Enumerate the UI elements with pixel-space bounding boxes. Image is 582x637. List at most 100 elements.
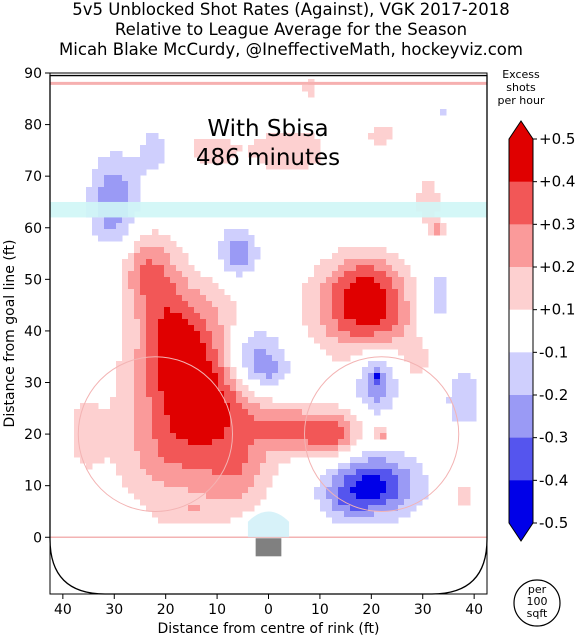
heat-cell bbox=[158, 343, 165, 350]
heat-cell bbox=[188, 391, 195, 398]
heat-cell bbox=[176, 475, 183, 482]
heat-cell bbox=[182, 421, 189, 428]
heat-cell bbox=[236, 499, 243, 506]
heat-cell bbox=[230, 265, 237, 272]
heat-cell bbox=[164, 469, 171, 476]
heat-cell bbox=[140, 445, 147, 452]
heat-cell bbox=[146, 271, 153, 278]
heat-cell bbox=[200, 373, 207, 380]
heat-cell bbox=[314, 295, 321, 302]
heat-cell bbox=[200, 301, 207, 308]
heat-cell bbox=[404, 343, 411, 350]
heat-cell bbox=[224, 379, 231, 386]
heat-cell bbox=[140, 313, 147, 320]
x-tick-label: 10 bbox=[208, 602, 226, 618]
heat-cell bbox=[362, 259, 369, 266]
heat-cell bbox=[272, 151, 279, 158]
heat-cell bbox=[236, 385, 243, 392]
heat-cell bbox=[320, 445, 327, 452]
heat-cell bbox=[218, 415, 225, 422]
heat-cell bbox=[200, 409, 207, 416]
heat-cell bbox=[158, 289, 165, 296]
heat-cell bbox=[212, 337, 219, 344]
heat-cell bbox=[92, 403, 99, 410]
heat-cell bbox=[368, 295, 375, 302]
heat-cell bbox=[344, 265, 351, 272]
heat-cell bbox=[152, 325, 159, 332]
heat-cell bbox=[398, 331, 405, 338]
heat-cell bbox=[128, 289, 135, 296]
heat-cell bbox=[458, 493, 465, 500]
heat-cell bbox=[158, 427, 165, 434]
heat-cell bbox=[332, 289, 339, 296]
heat-cell bbox=[386, 289, 393, 296]
heat-cell bbox=[170, 337, 177, 344]
heat-cell bbox=[356, 493, 363, 500]
heat-cell bbox=[176, 379, 183, 386]
heat-cell bbox=[338, 421, 345, 428]
heat-cell bbox=[194, 367, 201, 374]
heat-cell bbox=[164, 379, 171, 386]
heat-cell bbox=[380, 499, 387, 506]
heat-cell bbox=[356, 511, 363, 518]
heat-cell bbox=[398, 307, 405, 314]
heat-cell bbox=[416, 193, 423, 200]
heat-cell bbox=[182, 511, 189, 518]
heat-cell bbox=[242, 499, 249, 506]
heat-cell bbox=[260, 463, 267, 470]
heat-cell bbox=[188, 331, 195, 338]
heat-cell bbox=[236, 247, 243, 254]
heat-cell bbox=[404, 499, 411, 506]
heat-cell bbox=[416, 493, 423, 500]
heat-cell bbox=[224, 265, 231, 272]
heat-cell bbox=[320, 283, 327, 290]
x-tick-label: 40 bbox=[54, 602, 72, 618]
heat-cell bbox=[368, 475, 375, 482]
heat-cell bbox=[242, 493, 249, 500]
heat-cell bbox=[134, 157, 141, 164]
heat-cell bbox=[254, 253, 261, 260]
heat-cell bbox=[332, 283, 339, 290]
x-tick-label: 20 bbox=[362, 602, 380, 618]
heat-cell bbox=[272, 451, 279, 458]
heat-cell bbox=[248, 499, 255, 506]
heat-cell bbox=[338, 343, 345, 350]
heat-cell bbox=[362, 331, 369, 338]
heat-cell bbox=[230, 145, 237, 152]
heat-cell bbox=[332, 259, 339, 266]
heat-cell bbox=[272, 337, 279, 344]
heat-cell bbox=[350, 439, 357, 446]
heat-cell bbox=[266, 343, 273, 350]
heat-cell bbox=[350, 325, 357, 332]
heat-cell bbox=[248, 439, 255, 446]
heat-cell bbox=[368, 133, 375, 140]
heat-cell bbox=[128, 391, 135, 398]
heat-cell bbox=[80, 427, 87, 434]
heat-cell bbox=[206, 445, 213, 452]
heat-cell bbox=[314, 409, 321, 416]
heat-cell bbox=[212, 373, 219, 380]
heat-cell bbox=[302, 403, 309, 410]
heat-cell bbox=[338, 445, 345, 452]
heat-cell bbox=[386, 397, 393, 404]
heat-cell bbox=[320, 343, 327, 350]
heat-cell bbox=[134, 319, 141, 326]
heat-cell bbox=[128, 217, 135, 224]
heat-cell bbox=[140, 421, 147, 428]
heat-cell bbox=[326, 433, 333, 440]
heat-cell bbox=[392, 385, 399, 392]
heat-cell bbox=[284, 133, 291, 140]
heat-cell bbox=[140, 385, 147, 392]
heat-cell bbox=[128, 433, 135, 440]
heat-cell bbox=[122, 343, 129, 350]
heat-cell bbox=[230, 367, 237, 374]
heat-cell bbox=[128, 157, 135, 164]
heat-cell bbox=[158, 475, 165, 482]
heat-cell bbox=[398, 511, 405, 518]
heat-cell bbox=[344, 433, 351, 440]
heat-cell bbox=[368, 511, 375, 518]
heat-cell bbox=[398, 487, 405, 494]
heat-cell bbox=[146, 421, 153, 428]
heat-cell bbox=[242, 421, 249, 428]
heat-cell bbox=[308, 421, 315, 428]
